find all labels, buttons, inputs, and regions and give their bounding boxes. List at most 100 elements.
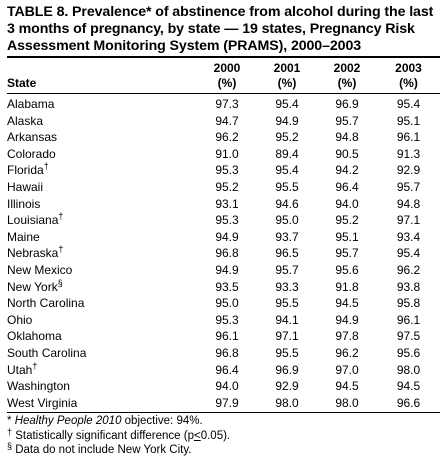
state-cell: Ohio (7, 312, 197, 329)
state-cell: Utah† (7, 361, 197, 379)
column-header-unit: (%) (217, 76, 237, 90)
value-cell: 95.2 (215, 179, 239, 194)
value-cell: 90.5 (335, 146, 359, 161)
state-cell: New York§ (7, 278, 197, 296)
table-row: Arkansas 96.2 95.2 94.8 96.1 (7, 129, 440, 146)
value-cell: 94.5 (396, 379, 421, 394)
value-cell: 89.4 (275, 146, 299, 161)
state-cell: Illinois (7, 196, 197, 213)
footnote-asterisk: * Healthy People 2010 objective: 94%. (7, 414, 440, 429)
header-row: State 2000 (%) 2001 (%) 2002 (%) 2003 (%… (7, 58, 440, 93)
value-cell: 97.3 (215, 97, 239, 111)
state-cell: New Mexico (7, 262, 197, 279)
column-header-state-label: State (7, 76, 37, 90)
value-cell: 94.5 (335, 379, 359, 394)
column-header-year: 2002 (333, 61, 361, 75)
value-cell: 97.9 (215, 395, 239, 410)
footnote-mark: * (7, 415, 12, 428)
value-cell: 95.2 (275, 130, 299, 145)
state-cell: Nebraska† (7, 245, 197, 262)
value-cell: 96.2 (215, 130, 239, 145)
value-cell: 94.2 (335, 163, 359, 178)
state-cell: South Carolina (7, 345, 197, 362)
title-rule (7, 56, 440, 58)
value-cell: 95.3 (215, 213, 239, 228)
table-row: Utah† 96.4 96.9 97.0 98.0 (7, 361, 440, 379)
value-cell: 94.1 (275, 312, 299, 327)
state-cell: Hawaii (7, 179, 197, 196)
state-cell: Colorado (7, 146, 197, 163)
state-cell: Washington (7, 378, 197, 395)
value-cell: 96.9 (275, 362, 299, 377)
table-row: Colorado 91.0 89.4 90.5 91.3 (7, 146, 440, 163)
value-cell: 95.4 (396, 97, 421, 111)
value-cell: 95.7 (275, 262, 299, 277)
state-name: Maine (7, 229, 40, 244)
state-cell: Louisiana† (7, 212, 197, 229)
state-cell: Florida† (7, 162, 197, 179)
state-footnote-mark: † (58, 244, 64, 255)
value-cell: 95.5 (275, 345, 299, 360)
state-name: Alaska (7, 113, 44, 128)
value-cell: 93.1 (215, 196, 239, 211)
value-cell: 94.9 (215, 229, 239, 244)
column-header-2000: 2000 (%) (197, 58, 257, 93)
table-row: Alaska 94.7 94.9 95.7 95.1 (7, 113, 440, 130)
value-cell: 91.0 (215, 146, 239, 161)
value-cell: 94.8 (335, 130, 359, 145)
value-cell: 96.8 (215, 345, 239, 360)
value-cell: 97.1 (396, 213, 421, 228)
footnote-text: Data do not include New York City. (12, 444, 192, 457)
footnote-underlined-text: < (193, 429, 201, 442)
column-header-unit: (%) (277, 76, 297, 90)
table-row: Illinois 93.1 94.6 94.0 94.8 (7, 196, 440, 213)
state-cell: Alabama (7, 94, 197, 113)
state-cell: Maine (7, 229, 197, 246)
state-name: South Carolina (7, 345, 87, 360)
value-cell: 95.4 (396, 246, 421, 261)
value-cell: 98.0 (275, 395, 299, 410)
value-cell: 94.0 (335, 196, 359, 211)
value-cell: 95.5 (275, 179, 299, 194)
value-cell: 95.1 (335, 229, 359, 244)
table-row: Maine 94.9 93.7 95.1 93.4 (7, 229, 440, 246)
state-cell: Oklahoma (7, 328, 197, 345)
value-cell: 92.9 (396, 163, 421, 178)
value-cell: 95.0 (215, 296, 239, 311)
table-row: Washington 94.0 92.9 94.5 94.5 (7, 378, 440, 395)
state-name: Arkansas (7, 130, 58, 145)
value-cell: 94.7 (215, 113, 239, 128)
value-cell: 96.6 (396, 395, 421, 410)
value-cell: 93.5 (215, 279, 239, 294)
state-name: Louisiana (7, 213, 59, 228)
value-cell: 95.8 (396, 296, 421, 311)
table-row: Ohio 95.3 94.1 94.9 96.1 (7, 312, 440, 329)
value-cell: 97.1 (275, 329, 299, 344)
value-cell: 91.3 (396, 146, 421, 161)
value-cell: 95.7 (396, 179, 421, 194)
state-name: Colorado (7, 146, 56, 161)
state-footnote-mark: † (58, 211, 64, 222)
state-name: Utah (7, 362, 33, 377)
value-cell: 96.4 (335, 179, 359, 194)
value-cell: 95.5 (275, 296, 299, 311)
value-cell: 95.2 (335, 213, 359, 228)
value-cell: 96.1 (396, 312, 421, 327)
value-cell: 95.7 (335, 246, 359, 261)
value-cell: 95.6 (335, 262, 359, 277)
state-name: Washington (7, 379, 70, 394)
table-row: Florida† 95.3 95.4 94.2 92.9 (7, 162, 440, 179)
column-header-state: State (7, 58, 197, 93)
footnote-text: objective: 94%. (121, 415, 203, 428)
column-header-2001: 2001 (%) (257, 58, 317, 93)
table-body: Alabama 97.3 95.4 96.9 95.4 Alaska 94.7 94.9 95.… (7, 94, 440, 412)
state-name: North Carolina (7, 296, 85, 311)
table-title: TABLE 8. Prevalence* of abstinence from … (7, 4, 434, 54)
state-name: New York (7, 279, 58, 294)
value-cell: 94.9 (275, 113, 299, 128)
value-cell: 93.4 (396, 229, 421, 244)
footnote-section: § Data do not include New York City. (7, 442, 440, 458)
value-cell: 93.7 (275, 229, 299, 244)
table-row: Oklahoma 96.1 97.1 97.8 97.5 (7, 328, 440, 345)
table-row: South Carolina 96.8 95.5 96.2 95.6 (7, 345, 440, 362)
